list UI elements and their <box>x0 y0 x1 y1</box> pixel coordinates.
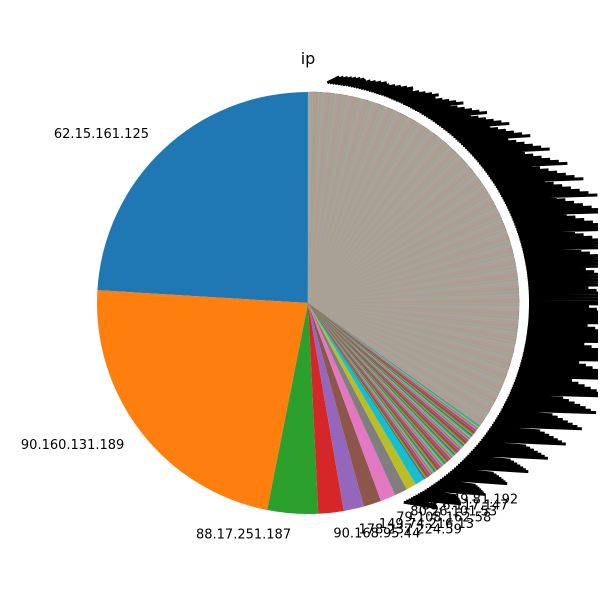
label-clutter <box>326 75 599 510</box>
pie-labels: 62.15.161.125 90.160.131.189 88.17.251.187… <box>21 75 599 543</box>
pie-slice <box>308 303 407 496</box>
slice-label: 79.108.162.58 <box>396 511 491 526</box>
pie-slice <box>308 303 425 485</box>
pie-slice <box>96 290 308 511</box>
slice-label: 178.237.224.59 <box>359 523 462 538</box>
pie-slice <box>267 303 319 515</box>
pie-slice <box>308 303 396 501</box>
pie-slice-minor-blend <box>308 92 519 426</box>
pie-slice <box>308 303 416 490</box>
slice-label: 62.15.161.125 <box>54 127 149 142</box>
slice-label: 88.17.251.187 <box>196 528 291 543</box>
pie-slice <box>308 303 381 507</box>
chart-title: ip <box>301 49 316 68</box>
slice-label: 90.160.131.189 <box>21 438 124 453</box>
pie-slice <box>97 92 308 303</box>
slice-label: 90.168.95.44 <box>333 527 420 542</box>
pie-slice <box>308 303 344 514</box>
pie-slice <box>308 303 364 511</box>
pie-slices <box>96 91 520 515</box>
slice-label: 149.74.216.13 <box>379 517 474 532</box>
